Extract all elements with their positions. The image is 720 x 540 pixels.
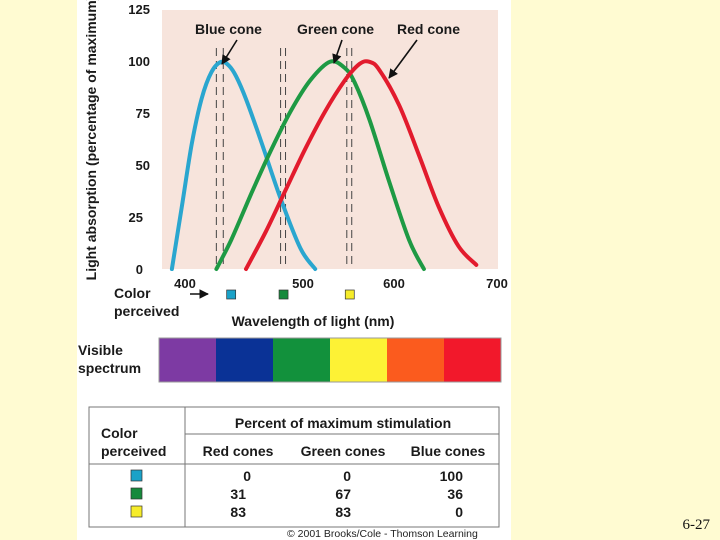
table-cell: 36: [447, 486, 463, 502]
curve-label-red-cone: Red cone: [397, 21, 460, 37]
table-row-header: Color perceived: [101, 425, 166, 459]
red-cone-arrow: [388, 39, 418, 79]
spectrum-band: [444, 338, 502, 382]
visible-spectrum-bar: [158, 337, 502, 383]
table-cell: 0: [343, 468, 351, 484]
y-axis-title: Light absorption (percentage of maximum): [83, 0, 99, 280]
curve-label-blue-cone: Blue cone: [195, 21, 262, 37]
green-cone-curve: [214, 59, 426, 271]
color-perceived-swatch: [226, 289, 237, 300]
y-tick-label: 100: [128, 54, 150, 69]
table-cell: 100: [440, 468, 464, 484]
table-frame: [88, 406, 500, 528]
visible-spectrum-label: Visible spectrum: [78, 342, 141, 376]
table-cell: 83: [230, 504, 246, 520]
x-tick-label: 700: [486, 276, 508, 291]
x-axis-title: Wavelength of light (nm): [232, 313, 395, 329]
table-group-header: Percent of maximum stimulation: [235, 415, 451, 431]
x-tick-label: 400: [174, 276, 196, 291]
spectrum-band: [216, 338, 274, 382]
table-col-header: Red cones: [203, 443, 274, 459]
spectrum-border: [158, 337, 502, 383]
page-number: 6-27: [682, 517, 711, 533]
table-row-swatch-blue: [130, 469, 143, 482]
y-tick-label: 25: [129, 210, 143, 225]
stimulation-table: Color perceived Percent of maximum stimu…: [88, 406, 500, 528]
x-tick-label: 600: [383, 276, 405, 291]
blue-cone-arrow: [221, 39, 238, 65]
spectrum-band: [387, 338, 445, 382]
color-perceived-swatch: [344, 289, 355, 300]
absorption-curves: [169, 59, 479, 271]
color-perceived-markers: [226, 289, 355, 300]
color-perceived-label: Color perceived: [114, 285, 179, 319]
spectrum-band: [330, 338, 388, 382]
spectrum-band: [159, 338, 217, 382]
figure-panel: 0 25 50 75 100 125 Light absorption (per…: [77, 0, 511, 540]
table-cell: 67: [335, 486, 351, 502]
spectrum-band: [273, 338, 331, 382]
y-tick-label: 0: [136, 262, 143, 277]
x-tick-label: 500: [292, 276, 314, 291]
marker-lines: [215, 48, 353, 269]
table-cell: 0: [455, 504, 463, 520]
table-cell: 31: [230, 486, 246, 502]
table-row-swatch-green: [130, 487, 143, 500]
copyright-note: © 2001 Brooks/Cole - Thomson Learning: [287, 528, 478, 540]
table-cell: 0: [243, 468, 251, 484]
red-cone-curve: [244, 59, 479, 271]
y-tick-label: 125: [128, 2, 150, 17]
y-tick-label: 50: [136, 158, 150, 173]
table-col-header: Green cones: [301, 443, 386, 459]
y-tick-label: 75: [136, 106, 150, 121]
plot-area: [162, 10, 498, 269]
cone-absorption-figure: 0 25 50 75 100 125 Light absorption (per…: [78, 0, 508, 540]
table-col-header: Blue cones: [411, 443, 486, 459]
curve-label-green-cone: Green cone: [297, 21, 374, 37]
green-cone-arrow: [332, 39, 343, 64]
table-cell: 83: [335, 504, 351, 520]
color-perceived-swatch: [278, 289, 289, 300]
table-row-swatch-yellow: [130, 505, 143, 518]
